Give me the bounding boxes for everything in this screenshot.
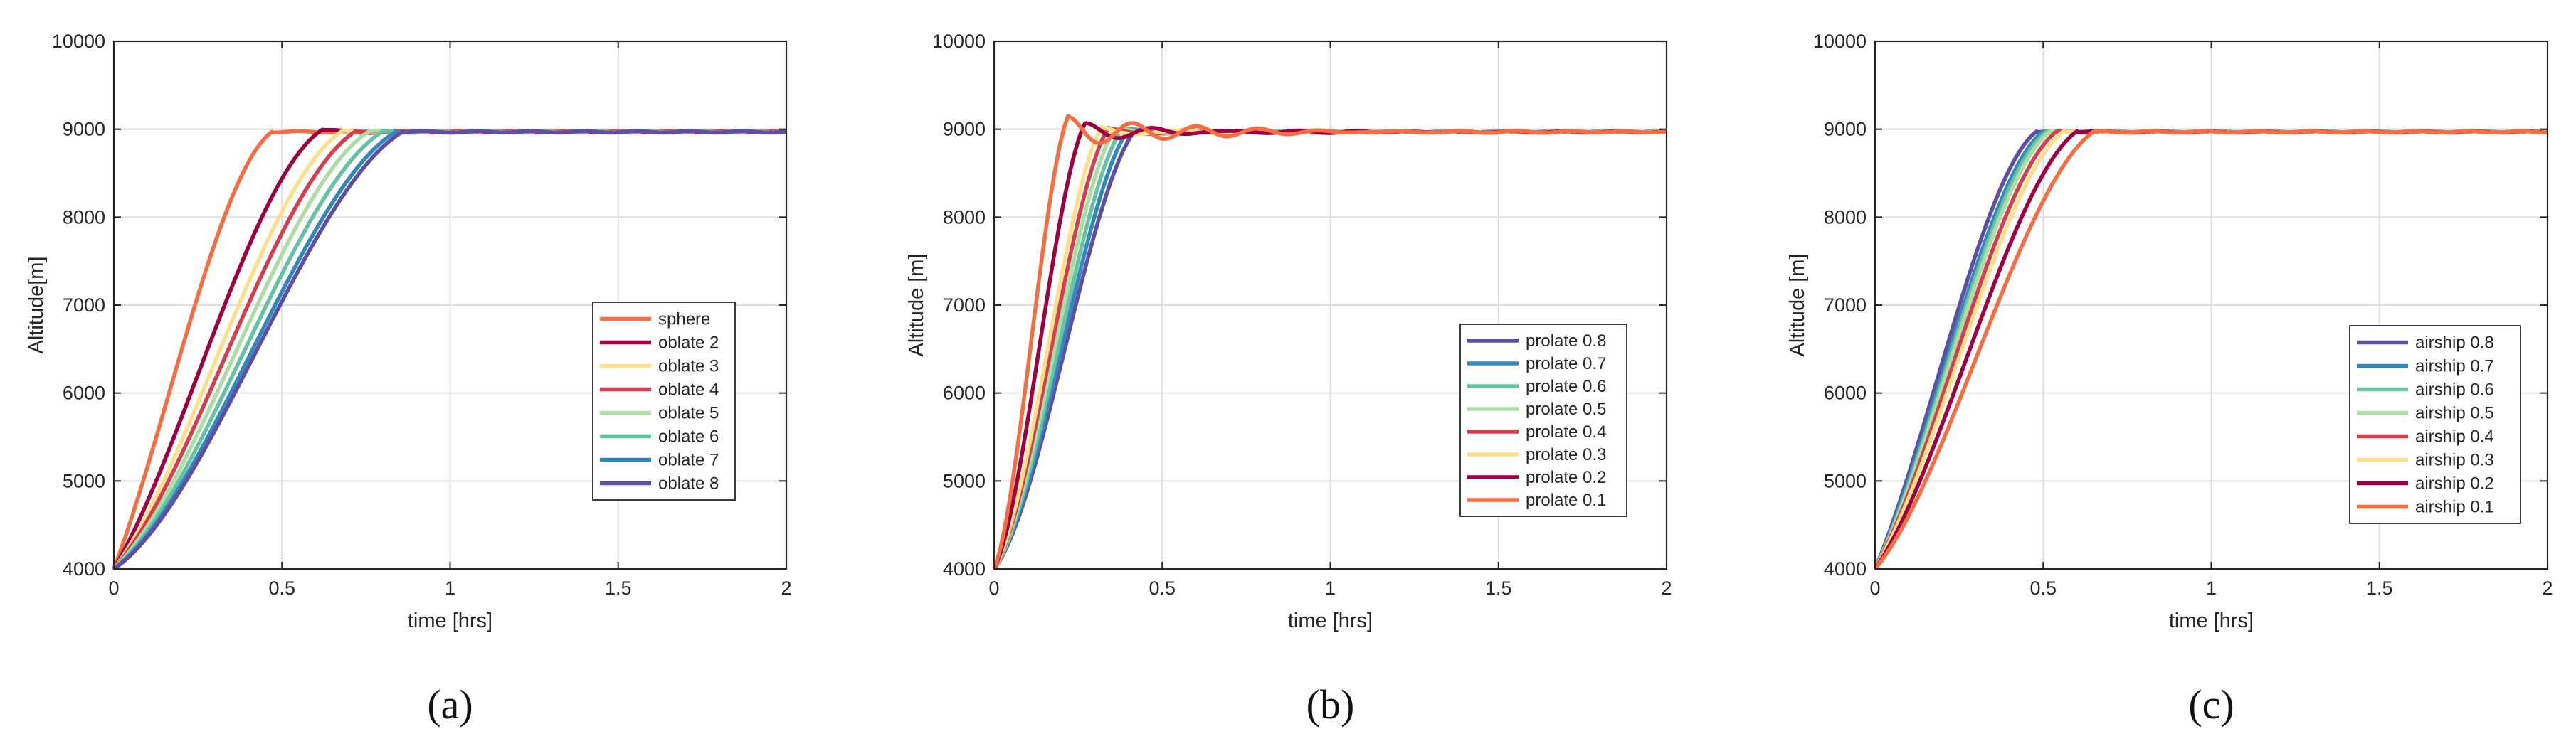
legend-box	[1459, 324, 1627, 517]
x-tick-label: 1.5	[2366, 577, 2393, 599]
legend-entry: oblate 6	[658, 427, 719, 447]
panel-a: 0 0.5 1 1.5 2 4000 5000 6000 7000 8000 9000 10000 ti…	[25, 31, 792, 728]
legend-entry: oblate 4	[658, 380, 719, 400]
x-tick-label: 0.5	[2029, 577, 2057, 599]
y-tick-label: 5000	[943, 470, 986, 491]
legend-entry: prolate 0.3	[1526, 445, 1606, 464]
legend-entry: airship 0.7	[2415, 357, 2494, 376]
legend-entry: prolate 0.7	[1526, 354, 1606, 373]
legend-entry: airship 0.1	[2415, 498, 2494, 517]
legend-entry: prolate 0.6	[1526, 377, 1606, 396]
legend-box	[2349, 325, 2521, 524]
legend-entry: oblate 7	[658, 451, 719, 470]
series-line-airship-01	[1873, 129, 2548, 570]
y-tick-label: 6000	[943, 383, 986, 404]
legend-entry: oblate 8	[658, 474, 719, 494]
x-tick-label: 0.5	[268, 577, 295, 599]
x-tick-label: 2	[781, 577, 791, 599]
y-axis-label: Altitude[m]	[25, 257, 48, 354]
x-tick-label: 0	[108, 577, 119, 599]
y-tick-label: 8000	[943, 206, 986, 228]
legend: prolate 0.8 prolate 0.7 prolate 0.6 prolate…	[1459, 324, 1627, 517]
panel-b: 0 0.5 1 1.5 2 4000 5000 6000 7000 8000 9000 10000 ti…	[905, 31, 1672, 728]
legend-entry: airship 0.8	[2415, 334, 2494, 353]
x-axis-label: time [hrs]	[1288, 609, 1373, 632]
y-tick-label: 6000	[63, 383, 105, 404]
y-tick-label: 4000	[943, 558, 986, 580]
x-tick-label: 1	[2206, 577, 2217, 599]
y-axis-label: Altitude [m]	[905, 253, 928, 356]
y-tick-label: 4000	[63, 558, 105, 580]
x-tick-label: 0	[988, 577, 999, 599]
y-tick-label: 4000	[1824, 558, 1867, 580]
y-tick-label: 7000	[943, 294, 986, 316]
panel-caption: (c)	[2188, 681, 2234, 728]
y-tick-label: 10000	[52, 31, 105, 52]
legend-entry: prolate 0.5	[1526, 400, 1606, 419]
panel-caption: (a)	[427, 681, 473, 728]
x-axis-label: time [hrs]	[408, 609, 492, 632]
x-tick-label: 1	[1325, 577, 1336, 599]
x-tick-label: 2	[2542, 577, 2553, 599]
y-tick-label: 10000	[932, 31, 986, 52]
series-line-oblate-8	[112, 129, 787, 571]
y-tick-label: 9000	[943, 119, 986, 140]
legend: sphere oblate 2 oblate 3 oblate 4 oblate 5 ob…	[592, 302, 736, 501]
legend-entry: airship 0.5	[2415, 404, 2494, 423]
legend-entry: prolate 0.8	[1526, 331, 1606, 351]
y-tick-label: 6000	[1824, 383, 1867, 404]
legend-entry: prolate 0.4	[1526, 422, 1606, 442]
y-tick-label: 5000	[63, 470, 105, 491]
x-tick-label: 0	[1869, 577, 1880, 599]
x-axis-label: time [hrs]	[2169, 609, 2254, 632]
panel-caption: (b)	[1307, 681, 1355, 728]
x-tick-label: 1.5	[605, 577, 632, 599]
y-tick-label: 10000	[1813, 31, 1867, 52]
legend-entry: oblate 3	[658, 357, 719, 376]
y-axis-label: Altitude [m]	[1786, 253, 1809, 356]
series-line-prolate-01	[992, 114, 1667, 570]
legend-entry: prolate 0.2	[1526, 468, 1606, 487]
x-tick-label: 2	[1661, 577, 1672, 599]
y-tick-label: 7000	[1824, 294, 1867, 316]
x-tick-label: 1	[445, 577, 455, 599]
legend-entry: airship 0.4	[2415, 427, 2494, 447]
panel-c: 0 0.5 1 1.5 2 4000 5000 6000 7000 8000 9000 10000 ti…	[1786, 31, 2553, 728]
legend-entry: airship 0.3	[2415, 451, 2494, 470]
x-tick-label: 0.5	[1149, 577, 1176, 599]
legend-entry: oblate 2	[658, 334, 719, 353]
y-tick-label: 8000	[63, 206, 105, 228]
legend: airship 0.8 airship 0.7 airship 0.6 airship…	[2349, 325, 2521, 524]
legend-box	[592, 302, 736, 501]
legend-entry: prolate 0.1	[1526, 491, 1606, 510]
y-tick-label: 9000	[1824, 119, 1867, 140]
legend-entry: airship 0.2	[2415, 474, 2494, 494]
y-tick-label: 9000	[63, 119, 105, 140]
legend-entry: oblate 5	[658, 404, 719, 423]
legend-entry: sphere	[658, 310, 710, 329]
y-tick-label: 7000	[63, 294, 105, 316]
y-tick-label: 8000	[1824, 206, 1867, 228]
x-tick-label: 1.5	[1485, 577, 1512, 599]
legend-entry: airship 0.6	[2415, 380, 2494, 400]
y-tick-label: 5000	[1824, 470, 1867, 491]
